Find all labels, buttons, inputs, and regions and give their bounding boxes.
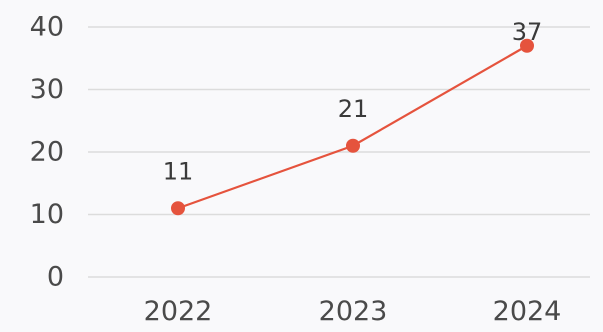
x-tick-label-2024: 2024 [493,296,562,327]
data-points [171,38,534,216]
series-line-group [177,44,528,210]
data-point-2023 [346,138,360,153]
data-point-2024 [520,38,534,53]
data-labels: 11 21 37 [163,18,543,186]
x-tick-label-2022: 2022 [144,296,213,327]
x-axis-tick-labels: 2022 2023 2024 [144,296,562,327]
gridlines [88,26,590,278]
y-tick-label-30: 30 [30,74,64,105]
y-tick-label-20: 20 [30,137,64,168]
y-tick-label-40: 40 [30,12,64,43]
data-label-2023: 21 [338,95,369,123]
y-tick-label-10: 10 [30,199,64,230]
data-label-2022: 11 [163,157,194,185]
y-axis-tick-labels: 0 10 20 30 40 [30,12,64,293]
y-tick-label-0: 0 [47,262,64,293]
x-tick-label-2023: 2023 [319,296,388,327]
data-label-2024: 37 [512,18,543,46]
series-line [177,44,528,210]
data-point-2022 [171,201,185,216]
